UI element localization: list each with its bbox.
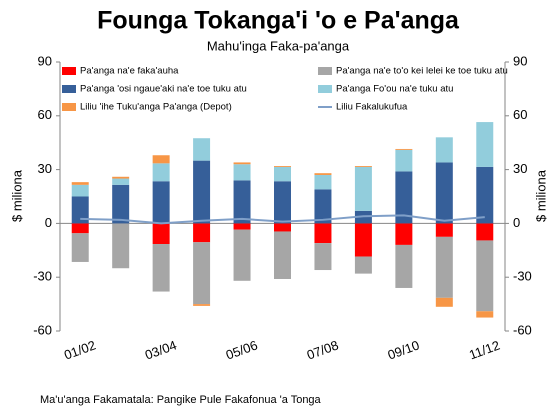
bar-segment [314, 174, 332, 190]
y-tick-label: 30 [38, 161, 52, 176]
y2-axis-label: $ miliona [533, 169, 548, 222]
bar-segment [435, 223, 453, 237]
bar-segment [193, 242, 211, 305]
legend-swatch [318, 85, 332, 93]
bar-segment [435, 297, 453, 307]
bar-segment [152, 223, 170, 245]
line-series [80, 214, 485, 225]
bar-segment [152, 181, 170, 224]
y-tick-label: 90 [38, 53, 52, 68]
y2-tick-label: 30 [513, 161, 527, 176]
bar-segment [476, 311, 494, 318]
bar-segment [112, 223, 130, 269]
y-tick-label: -60 [33, 322, 52, 337]
legend-swatch [62, 67, 76, 75]
chart-title: Founga Tokanga'i 'o e Pa'anga [97, 7, 460, 35]
y-axis-label: $ miliona [9, 169, 24, 222]
bar-segment [112, 184, 130, 224]
bar-segment [71, 184, 89, 197]
source-note: Ma'u'anga Fakamatala: Pangike Pule Fakaf… [40, 394, 322, 406]
legend-swatch [62, 85, 76, 93]
bar-segment [193, 138, 211, 161]
legend-swatch [318, 67, 332, 75]
chart-subtitle: Mahu'inga Faka-pa'anga [207, 38, 350, 53]
legend-label: Pa'anga na'e to'o kei lelei ke toe tuku … [336, 66, 508, 77]
bar-segment [152, 155, 170, 164]
bar-segment [354, 166, 372, 167]
bar-segment [274, 166, 291, 182]
legend-label: Pa'anga Fo'ou na'e tuku atu [336, 84, 453, 95]
y2-tick-label: -30 [513, 269, 532, 284]
bar-segment [274, 166, 291, 167]
bar-segment [395, 149, 413, 172]
bar-segment [476, 122, 494, 167]
bar-segment [395, 171, 413, 224]
y-tick-label: -30 [33, 269, 52, 284]
bar-segment [314, 189, 332, 224]
bar-segment [274, 181, 291, 224]
bar-segment [314, 243, 332, 271]
bar-segment [193, 160, 211, 224]
bar-segment [476, 240, 494, 312]
bar-segment [193, 223, 211, 243]
legend-label: Liliu 'ihe Tuku'anga Pa'anga (Depot) [80, 102, 232, 113]
bar-segment [314, 223, 332, 244]
bar-segment [435, 236, 453, 298]
y-tick-label: 60 [38, 107, 52, 122]
bar-segment [233, 162, 251, 165]
bar-segment [112, 176, 130, 179]
bar-segment [71, 182, 89, 185]
bar-segment [193, 304, 211, 306]
legend-swatch [62, 103, 76, 111]
bar-segment [71, 196, 89, 224]
bar-segment [71, 233, 89, 262]
bar-segment [274, 223, 291, 232]
bar-segment [435, 162, 453, 224]
bar-segment [233, 180, 251, 224]
legend-label: Pa'anga na'e faka'auha [80, 66, 179, 77]
bar-segment [152, 163, 170, 182]
y2-tick-label: 0 [513, 215, 520, 230]
y2-tick-label: 60 [513, 107, 527, 122]
bar-segment [314, 173, 332, 175]
legend-label: Pa'anga 'osi ngaue'aki na'e toe tuku atu [80, 84, 247, 95]
y-tick-label: 0 [45, 215, 52, 230]
bar-segment [71, 223, 89, 234]
bar-segment [112, 178, 130, 185]
bar-segment [395, 244, 413, 288]
bar-segment [152, 244, 170, 292]
bar-segment [476, 166, 494, 224]
y2-tick-label: -60 [513, 322, 532, 337]
legend-label: Liliu Fakalukufua [336, 102, 408, 113]
bar-segment [233, 164, 251, 181]
bar-segment [395, 148, 413, 150]
bar-segment [476, 223, 494, 241]
bar-segment [233, 229, 251, 281]
bar-segment [233, 223, 251, 230]
bar-segment [354, 223, 372, 257]
bar-segment [395, 223, 413, 245]
bar-segment [354, 256, 372, 274]
y2-tick-label: 90 [513, 53, 527, 68]
bar-segment [274, 231, 291, 279]
bar-segment [435, 137, 453, 163]
bar-segment [354, 166, 372, 211]
